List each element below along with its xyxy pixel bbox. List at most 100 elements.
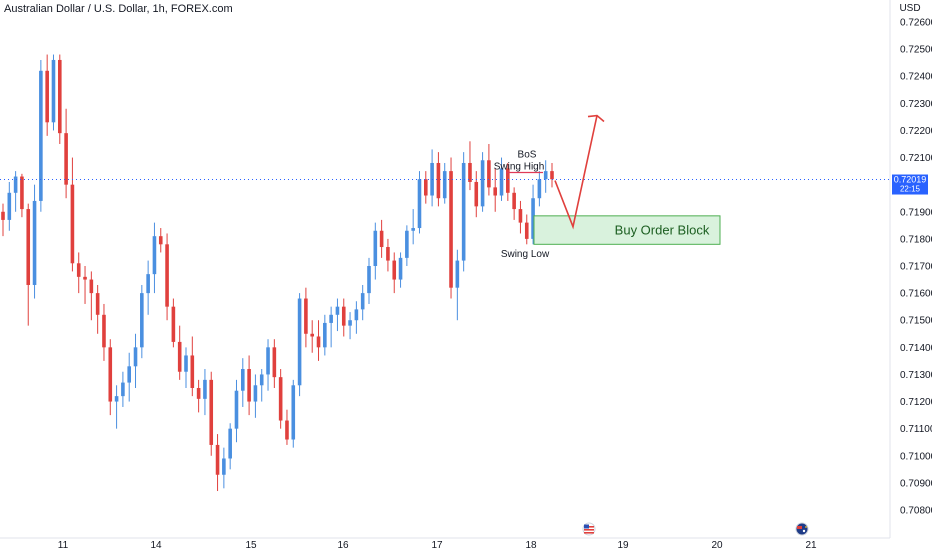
time-tick-label: 14	[150, 540, 162, 550]
candle	[1, 203, 5, 237]
candle-body	[26, 209, 31, 285]
candle	[329, 306, 333, 348]
candle	[411, 209, 415, 245]
candle	[297, 293, 302, 397]
current-price-value: 0.72019	[894, 175, 927, 185]
candle-body	[127, 366, 132, 383]
time-axis[interactable]: 11 14 15 16 17 18 19 20 21	[58, 540, 817, 550]
annotation-lines	[506, 114, 605, 230]
candle-body	[247, 369, 251, 402]
candle-body	[474, 181, 479, 207]
candle-body	[278, 377, 283, 421]
time-tick-label: 21	[805, 540, 817, 550]
candle	[39, 59, 43, 212]
candle	[537, 171, 542, 207]
candle-body	[171, 306, 176, 342]
candle	[304, 287, 308, 348]
candle-body	[379, 230, 384, 248]
candle	[487, 144, 491, 196]
candle-body	[297, 298, 302, 386]
candle-body	[114, 396, 119, 402]
candle-body	[13, 176, 18, 193]
candle-body	[550, 171, 554, 180]
candle-body	[266, 347, 270, 375]
candle	[152, 222, 157, 294]
candle-body	[512, 192, 516, 210]
candle	[524, 214, 529, 245]
candle	[64, 108, 68, 199]
candle	[423, 171, 428, 204]
candle	[76, 252, 81, 294]
time-tick-label: 16	[337, 540, 349, 550]
candle-body	[405, 230, 409, 258]
candle	[323, 314, 327, 356]
candle	[499, 157, 504, 201]
candle	[398, 252, 403, 288]
candle-body	[455, 260, 460, 288]
candle-body	[341, 306, 346, 326]
candle-body	[70, 184, 75, 264]
candle-body	[348, 320, 352, 326]
bos-label: BoS	[518, 149, 537, 160]
candle-body	[531, 198, 535, 239]
candle	[165, 233, 169, 321]
candle	[405, 225, 409, 266]
candle-body	[468, 162, 472, 182]
candle-body	[392, 260, 397, 280]
candle	[196, 379, 201, 413]
candle	[51, 54, 56, 131]
candle	[209, 371, 214, 456]
candle	[7, 181, 12, 231]
candle	[259, 369, 264, 402]
candle-body	[360, 293, 365, 310]
swing-low-label: Swing Low	[501, 249, 550, 260]
candle-body	[196, 388, 201, 399]
candle	[335, 298, 340, 332]
candle-body	[177, 341, 182, 372]
candle	[436, 152, 441, 207]
projection-path	[554, 115, 598, 230]
candle	[417, 171, 422, 234]
candle-body	[89, 279, 94, 294]
time-tick-label: 20	[711, 540, 723, 550]
candle	[102, 303, 106, 361]
candle-body	[480, 160, 485, 207]
candle	[341, 298, 346, 337]
candle-body	[133, 347, 138, 367]
candle	[95, 284, 100, 334]
candle-body	[449, 171, 453, 288]
candle-body	[39, 70, 43, 201]
candle-body	[310, 333, 315, 337]
candle-body	[537, 179, 542, 199]
candle	[171, 298, 176, 348]
candle	[386, 238, 390, 272]
candle-body	[461, 162, 466, 261]
time-tick-label: 15	[245, 540, 257, 550]
candle-body	[121, 382, 125, 397]
us-flag-icon[interactable]	[582, 522, 596, 536]
candle	[146, 260, 150, 315]
candle-body	[543, 171, 548, 180]
candle-body	[386, 247, 390, 261]
candle-body	[152, 236, 157, 275]
candle	[121, 371, 125, 407]
order-block-zone[interactable]	[533, 215, 721, 245]
candle	[83, 266, 87, 304]
candle-body	[329, 314, 333, 323]
candle-body	[108, 347, 113, 402]
candle-body	[45, 70, 49, 123]
candle	[234, 379, 239, 443]
candle	[89, 271, 94, 321]
swing-high-label: Swing High	[494, 161, 545, 172]
candle-body	[222, 458, 226, 475]
candle	[45, 54, 49, 136]
au-flag-icon[interactable]	[795, 522, 809, 536]
candle	[203, 369, 207, 416]
